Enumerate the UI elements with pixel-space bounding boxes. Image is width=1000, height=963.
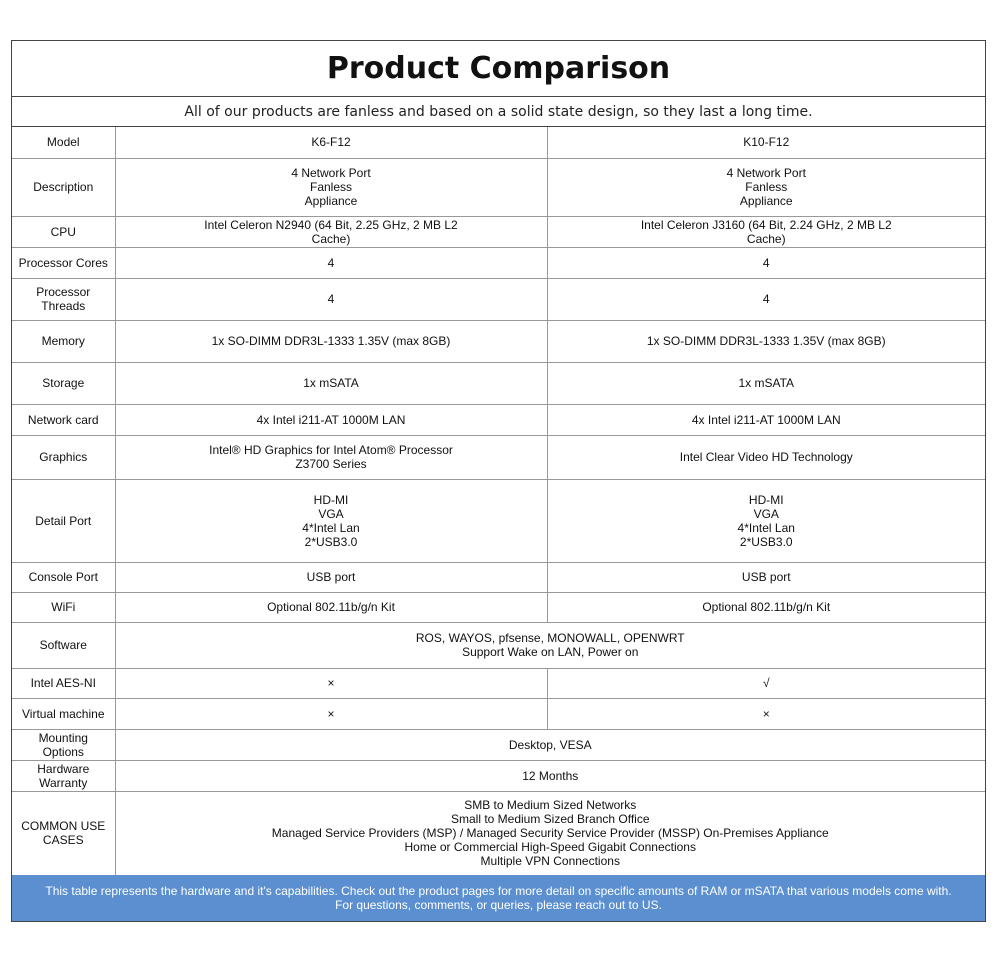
- table-row: Intel AES-NI × √: [12, 667, 985, 699]
- table-row: Graphics Intel® HD Graphics for Intel At…: [12, 434, 985, 480]
- table-cell: ×: [114, 697, 548, 730]
- table-row: Memory 1x SO-DIMM DDR3L-1333 1.35V (max …: [12, 319, 985, 363]
- column-header-product-1: K6-F12: [114, 127, 548, 159]
- table-cell: 4 Network Port Fanless Appliance: [114, 157, 548, 217]
- table-cell: 1x mSATA: [114, 361, 548, 405]
- table-cell: Optional 802.11b/g/n Kit: [546, 591, 985, 623]
- row-label: Virtual machine: [12, 697, 116, 730]
- product-comparison-sheet: Product Comparison All of our products a…: [11, 40, 986, 922]
- table-cell: 4x Intel i211-AT 1000M LAN: [546, 403, 985, 436]
- table-cell: 4 Network Port Fanless Appliance: [546, 157, 985, 217]
- column-header-product-2: K10-F12: [546, 127, 985, 159]
- table-cell: 4: [114, 246, 548, 279]
- table-cell: √: [546, 667, 985, 699]
- table-row: Storage 1x mSATA 1x mSATA: [12, 361, 985, 405]
- row-label: WiFi: [12, 591, 116, 623]
- row-label: Console Port: [12, 561, 116, 593]
- row-label: Software: [12, 621, 116, 669]
- table-row: Processor Cores 4 4: [12, 246, 985, 279]
- table-cell: 4: [114, 277, 548, 321]
- table-row: CPU Intel Celeron N2940 (64 Bit, 2.25 GH…: [12, 215, 985, 248]
- table-row: Virtual machine × ×: [12, 697, 985, 730]
- table-cell-merged: ROS, WAYOS, pfsense, MONOWALL, OPENWRT S…: [114, 621, 985, 669]
- table-cell: USB port: [546, 561, 985, 593]
- table-cell: 1x SO-DIMM DDR3L-1333 1.35V (max 8GB): [546, 319, 985, 363]
- table-cell: Intel Celeron J3160 (64 Bit, 2.24 GHz, 2…: [546, 215, 985, 248]
- table-row: Description 4 Network Port Fanless Appli…: [12, 157, 985, 217]
- table-cell: 1x SO-DIMM DDR3L-1333 1.35V (max 8GB): [114, 319, 548, 363]
- table-cell: HD-MI VGA 4*Intel Lan 2*USB3.0: [114, 478, 548, 563]
- table-cell-merged: Desktop, VESA: [114, 728, 985, 761]
- table-cell: 4: [546, 277, 985, 321]
- row-label: Intel AES-NI: [12, 667, 116, 699]
- table-row: COMMON USE CASES SMB to Medium Sized Net…: [12, 790, 985, 875]
- table-row: Hardware Warranty 12 Months: [12, 759, 985, 792]
- table-row: Processor Threads 4 4: [12, 277, 985, 321]
- row-label: Detail Port: [12, 478, 116, 563]
- table-cell: Intel® HD Graphics for Intel Atom® Proce…: [114, 434, 548, 480]
- row-label: Graphics: [12, 434, 116, 480]
- table-row: Software ROS, WAYOS, pfsense, MONOWALL, …: [12, 621, 985, 669]
- table-cell: Optional 802.11b/g/n Kit: [114, 591, 548, 623]
- table-cell: 4x Intel i211-AT 1000M LAN: [114, 403, 548, 436]
- table-cell: Intel Celeron N2940 (64 Bit, 2.25 GHz, 2…: [114, 215, 548, 248]
- row-label: Processor Cores: [12, 246, 116, 279]
- row-label: CPU: [12, 215, 116, 248]
- table-row: Network card 4x Intel i211-AT 1000M LAN …: [12, 403, 985, 436]
- table-header-row: Model K6-F12 K10-F12: [12, 127, 985, 159]
- table-cell: HD-MI VGA 4*Intel Lan 2*USB3.0: [546, 478, 985, 563]
- table-cell-merged: 12 Months: [114, 759, 985, 792]
- table-cell: ×: [114, 667, 548, 699]
- table-row: WiFi Optional 802.11b/g/n Kit Optional 8…: [12, 591, 985, 623]
- table-cell: Intel Clear Video HD Technology: [546, 434, 985, 480]
- column-header-model: Model: [12, 127, 116, 159]
- comparison-table: Model K6-F12 K10-F12 Description 4 Netwo…: [12, 127, 985, 875]
- table-row: Console Port USB port USB port: [12, 561, 985, 593]
- table-cell: ×: [546, 697, 985, 730]
- page-title: Product Comparison: [12, 41, 985, 97]
- table-cell: 4: [546, 246, 985, 279]
- row-label: Storage: [12, 361, 116, 405]
- row-label: Network card: [12, 403, 116, 436]
- table-cell-merged: SMB to Medium Sized Networks Small to Me…: [114, 790, 985, 875]
- footer-note: This table represents the hardware and i…: [12, 875, 985, 921]
- row-label: Hardware Warranty: [12, 759, 116, 792]
- table-row: Detail Port HD-MI VGA 4*Intel Lan 2*USB3…: [12, 478, 985, 563]
- row-label: Memory: [12, 319, 116, 363]
- row-label: Mounting Options: [12, 728, 116, 761]
- table-row: Mounting Options Desktop, VESA: [12, 728, 985, 761]
- table-cell: 1x mSATA: [546, 361, 985, 405]
- row-label: Description: [12, 157, 116, 217]
- table-cell: USB port: [114, 561, 548, 593]
- row-label: COMMON USE CASES: [12, 790, 116, 875]
- row-label: Processor Threads: [12, 277, 116, 321]
- page-subtitle: All of our products are fanless and base…: [12, 97, 985, 127]
